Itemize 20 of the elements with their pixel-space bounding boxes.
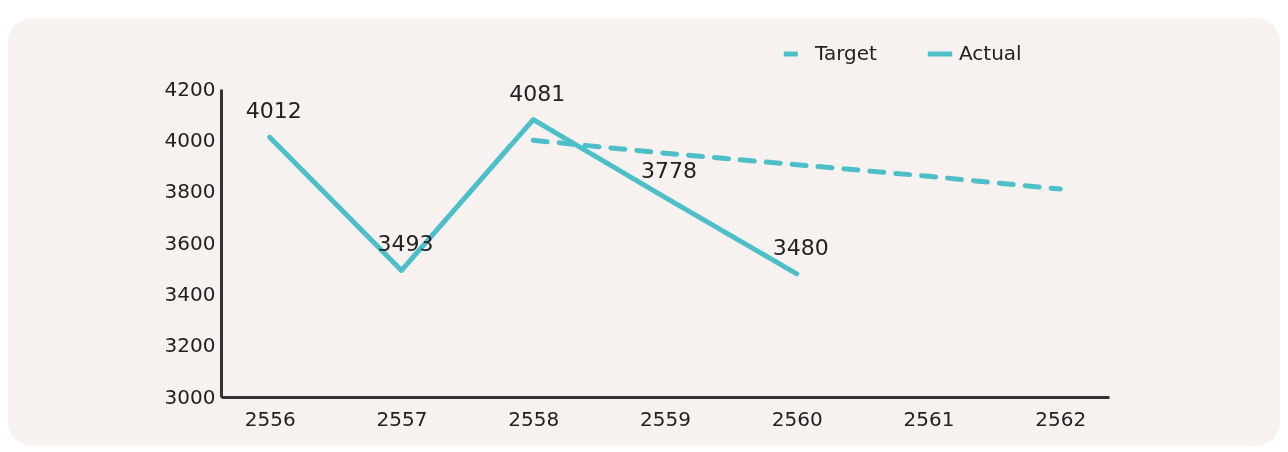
x-tick-label: 2559 — [640, 406, 691, 431]
x-tick-label: 2561 — [903, 406, 955, 431]
legend-label: Target — [814, 41, 878, 65]
data-label: 3778 — [641, 158, 697, 184]
y-tick-label: 3400 — [164, 281, 216, 306]
x-tick-label: 2558 — [508, 406, 560, 431]
x-tick-label: 2562 — [1035, 406, 1087, 431]
y-tick-label: 4200 — [164, 76, 216, 101]
x-tick-label: 2560 — [771, 406, 823, 431]
x-tick-label: 2556 — [244, 406, 296, 431]
legend-label: Actual — [959, 41, 1022, 65]
y-tick-label: 3000 — [164, 384, 216, 409]
y-tick-label: 3200 — [164, 333, 216, 358]
y-tick-label: 4000 — [164, 127, 216, 152]
data-label: 4081 — [509, 80, 566, 106]
data-label: 3480 — [772, 234, 829, 260]
data-label: 4012 — [245, 98, 302, 124]
x-tick-label: 2557 — [376, 406, 428, 431]
y-tick-label: 3800 — [164, 179, 216, 204]
y-tick-label: 3600 — [164, 230, 216, 255]
